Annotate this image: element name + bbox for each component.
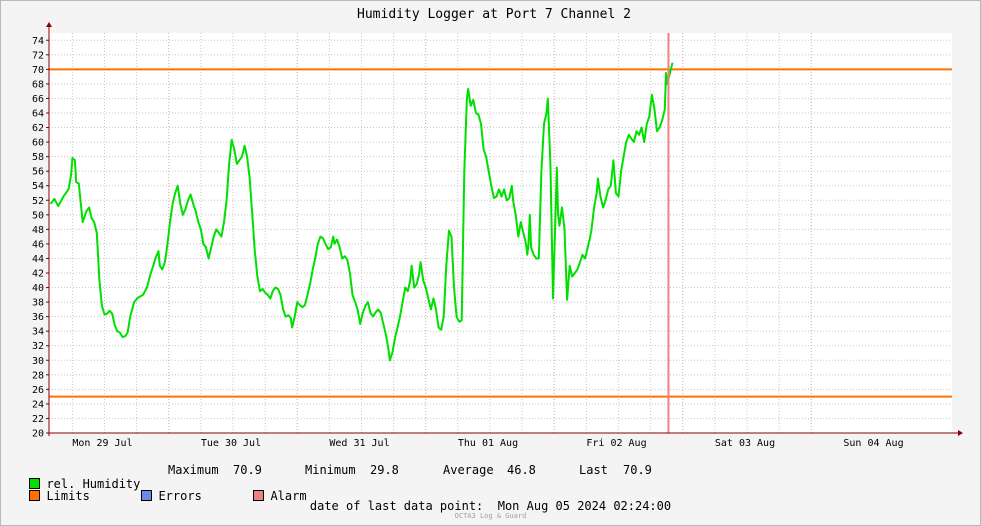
y-tick-label: 38 [32,298,44,309]
chart-title: Humidity Logger at Port 7 Channel 2 [357,7,631,22]
legend-average-value: 46.8 [507,463,536,477]
x-axis-arrow [958,430,963,436]
legend-last-label: Last [579,463,608,477]
y-axis-arrow [46,22,52,27]
legend-row-alarm: Alarm [239,475,307,503]
series-layer [49,33,674,433]
y-tick-label: 24 [32,399,44,410]
y-tick-label: 46 [32,239,44,250]
legend-minimum-label: Minimum [305,463,356,477]
y-tick-label: 62 [32,123,44,134]
y-tick-label: 40 [32,283,44,294]
grid [49,33,952,434]
y-tick-label: 34 [32,327,44,338]
legend-humidity-label: rel. Humidity [46,477,141,491]
y-tick-label: 32 [32,341,44,352]
y-tick-label: 26 [32,385,44,396]
y-tick-label: 70 [32,65,44,76]
legend-limits-label: Limits [46,489,90,503]
y-tick-label: 22 [32,414,44,425]
limits-swatch [29,490,41,501]
last-data-point-value: Mon Aug 05 2024 02:24:00 [497,499,672,513]
y-tick-labels: 20 22 24 26 28 30 32 34 36 38 40 42 44 46 48 50 52 54 56 58… [32,36,49,440]
y-tick-label: 72 [32,50,44,61]
y-tick-label: 56 [32,167,44,178]
plot-area [49,33,952,433]
alarm-swatch [253,490,265,501]
y-tick-label: 58 [32,152,44,163]
x-tick-label: Fri 02 Aug [586,438,646,449]
legend-row-humidity: rel. Humidity [15,463,140,491]
last-data-point-label: date of last data point: [309,499,484,513]
legend-maximum-label: Maximum [168,463,219,477]
last-data-point: date of last data point: Mon Aug 05 2024… [0,499,981,513]
humidity-swatch [29,478,41,489]
limit-lines [49,68,952,398]
legend-minimum-value: 29.8 [370,463,399,477]
y-tick-label: 50 [32,210,44,221]
x-tick-label: Sun 04 Aug [843,438,903,449]
y-tick-label: 30 [32,356,44,367]
legend-alarm-label: Alarm [270,489,307,503]
y-tick-label: 64 [32,109,44,120]
x-tick-label: Thu 01 Aug [458,438,518,449]
y-tick-label: 54 [32,181,44,192]
y-tick-label: 68 [32,79,44,90]
y-tick-label: 42 [32,269,44,280]
errors-swatch [141,490,153,501]
y-tick-label: 28 [32,370,44,381]
legend-maximum-value: 70.9 [233,463,262,477]
y-tick-label: 66 [32,94,44,105]
legend-last-value: 70.9 [623,463,652,477]
y-tick-label: 74 [32,36,44,47]
x-tick-label: Tue 30 Jul [201,438,261,449]
y-tick-label: 52 [32,196,44,207]
x-tick-label: Mon 29 Jul [72,438,132,449]
legend-errors-label: Errors [158,489,202,503]
legend-average-label: Average [443,463,494,477]
humidity-series-line [49,62,674,362]
x-tick-label: Sat 03 Aug [715,438,775,449]
x-tick-label: Wed 31 Jul [329,438,389,449]
legend-row-limits: Limits [15,475,90,503]
y-tick-label: 20 [32,429,44,440]
axes [46,22,963,436]
y-tick-label: 36 [32,312,44,323]
x-tick-labels: Mon 29 Jul Tue 30 Jul Wed 31 Jul Thu 01 Aug… [72,438,903,449]
watermark: OCTA3 Log & Guard [454,512,527,520]
y-tick-label: 44 [32,254,44,265]
legend-row-errors: Errors [127,475,202,503]
y-tick-label: 60 [32,138,44,149]
y-tick-label: 48 [32,225,44,236]
